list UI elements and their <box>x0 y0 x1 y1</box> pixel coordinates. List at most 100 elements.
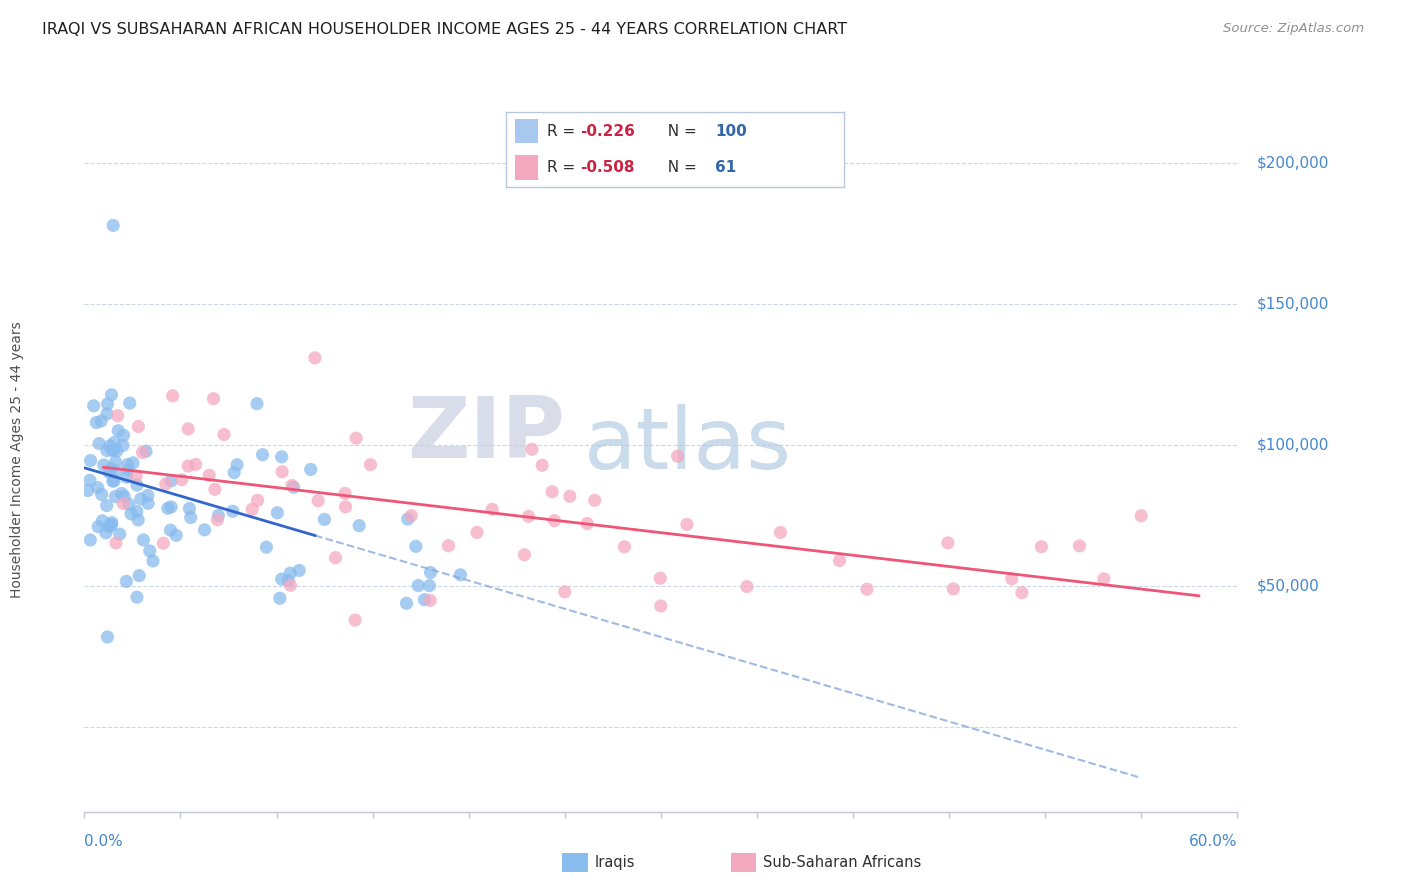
Point <box>125 469 148 483</box>
Point <box>449 567 471 582</box>
Point <box>135 444 157 458</box>
Text: $150,000: $150,000 <box>1257 297 1329 312</box>
Point <box>128 568 150 582</box>
Point <box>118 396 141 410</box>
Point <box>159 523 181 537</box>
Point <box>198 468 221 483</box>
Text: ZIP: ZIP <box>406 392 565 475</box>
Point <box>419 566 441 580</box>
Text: $50,000: $50,000 <box>1257 579 1319 594</box>
Point <box>105 443 128 458</box>
Point <box>395 596 418 610</box>
Point <box>136 488 159 502</box>
Point <box>408 578 430 592</box>
Point <box>103 442 125 457</box>
Point <box>131 445 153 459</box>
Point <box>98 518 121 533</box>
Point <box>112 428 135 442</box>
Text: R =: R = <box>547 125 579 139</box>
Point <box>396 512 419 526</box>
Point <box>333 486 356 500</box>
Point <box>160 500 183 514</box>
Point <box>98 519 121 533</box>
Point <box>325 550 347 565</box>
Point <box>111 438 134 452</box>
Point <box>103 474 125 488</box>
Point <box>224 466 246 480</box>
Point <box>79 473 101 487</box>
Point <box>281 478 304 492</box>
Point <box>246 493 269 508</box>
Text: 61: 61 <box>716 160 737 175</box>
Point <box>543 514 565 528</box>
Point <box>1001 572 1024 586</box>
Point <box>270 572 292 586</box>
Point <box>184 458 207 472</box>
Point <box>207 513 229 527</box>
Point <box>1092 572 1115 586</box>
Point <box>413 592 436 607</box>
Point <box>156 501 179 516</box>
Point <box>942 582 965 596</box>
Point <box>1130 508 1153 523</box>
Point <box>280 578 302 592</box>
Point <box>127 419 149 434</box>
Point <box>162 389 184 403</box>
Point <box>101 474 124 488</box>
Point <box>226 458 249 472</box>
Point <box>96 397 118 411</box>
Point <box>246 397 269 411</box>
Point <box>583 493 606 508</box>
Point <box>1069 539 1091 553</box>
Point <box>202 392 225 406</box>
Text: $100,000: $100,000 <box>1257 438 1329 453</box>
Point <box>613 540 636 554</box>
Point <box>115 574 138 589</box>
Point <box>79 453 101 467</box>
Point <box>129 491 152 506</box>
Point <box>112 489 135 503</box>
Point <box>100 517 122 532</box>
Text: R =: R = <box>547 160 579 175</box>
Point <box>481 502 503 516</box>
Point <box>271 465 294 479</box>
Point <box>86 416 108 430</box>
Point <box>111 486 134 500</box>
Point <box>108 527 131 541</box>
Point <box>554 585 576 599</box>
Point <box>347 518 370 533</box>
Text: Source: ZipAtlas.com: Source: ZipAtlas.com <box>1223 22 1364 36</box>
Text: -0.226: -0.226 <box>581 125 636 139</box>
Text: 60.0%: 60.0% <box>1189 834 1237 849</box>
Point <box>531 458 554 473</box>
Text: N =: N = <box>658 160 702 175</box>
Point <box>405 539 427 553</box>
Point <box>270 450 292 464</box>
Text: atlas: atlas <box>583 404 792 487</box>
Point <box>96 499 118 513</box>
Point <box>122 456 145 470</box>
Point <box>283 480 305 494</box>
Point <box>98 439 121 453</box>
Point <box>335 500 357 514</box>
Point <box>419 593 441 607</box>
Text: -0.508: -0.508 <box>581 160 636 175</box>
Point <box>212 427 235 442</box>
Point <box>513 548 536 562</box>
Point <box>344 431 367 445</box>
Point <box>103 435 125 450</box>
Point <box>314 512 336 526</box>
Text: Householder Income Ages 25 - 44 years: Householder Income Ages 25 - 44 years <box>10 321 24 598</box>
Point <box>104 490 127 504</box>
Point <box>676 517 699 532</box>
Point <box>91 514 114 528</box>
Point <box>254 540 277 554</box>
Point <box>120 507 142 521</box>
Text: 0.0%: 0.0% <box>84 834 124 849</box>
Point <box>90 414 112 428</box>
Text: N =: N = <box>658 125 702 139</box>
Point <box>115 470 138 484</box>
Point <box>240 502 263 516</box>
Point <box>104 536 127 550</box>
Text: $200,000: $200,000 <box>1257 156 1329 171</box>
